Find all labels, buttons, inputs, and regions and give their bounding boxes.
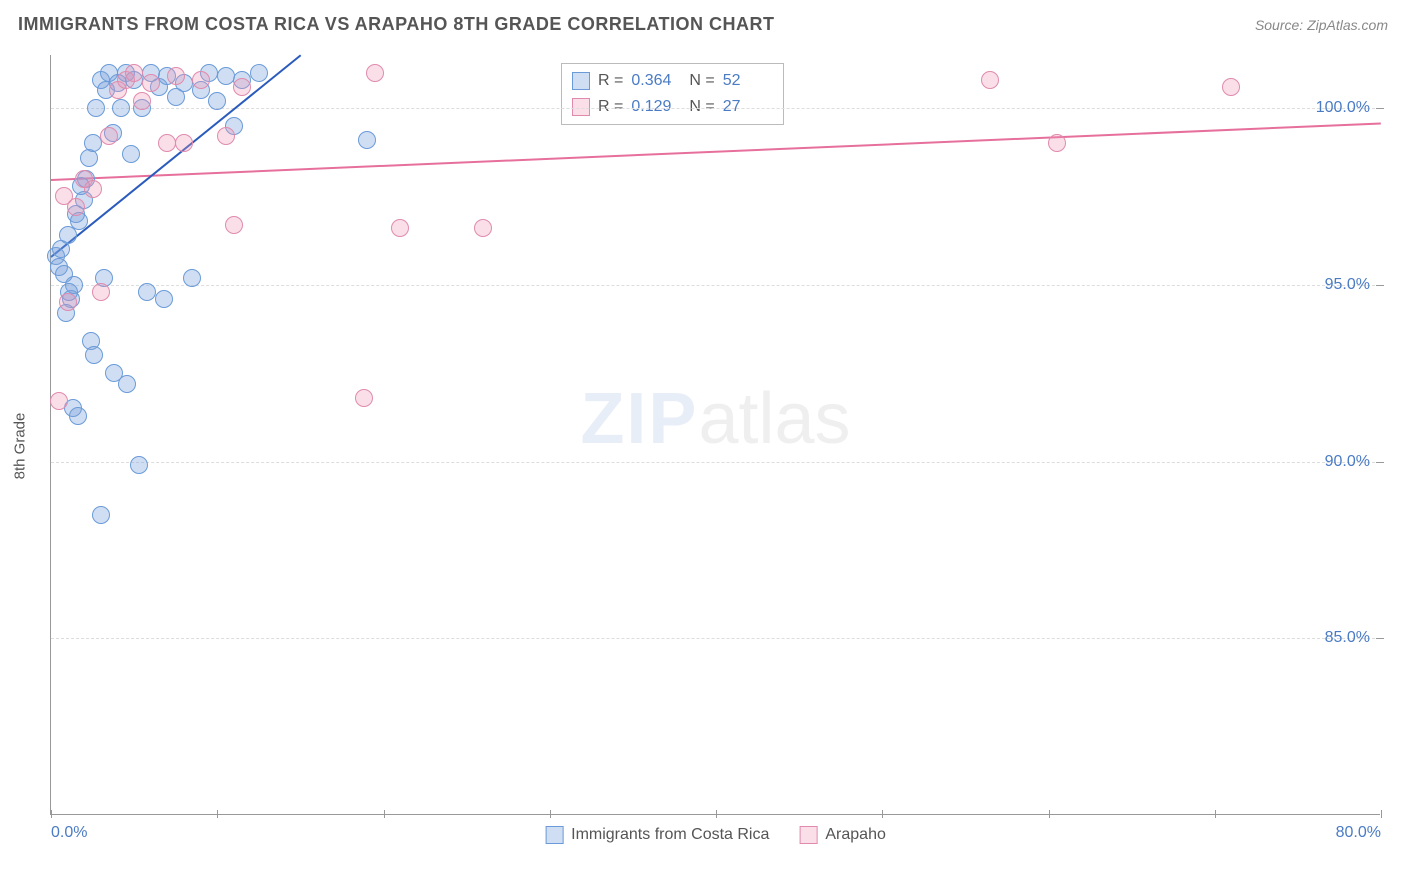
data-point bbox=[355, 389, 373, 407]
data-point bbox=[130, 456, 148, 474]
x-tick bbox=[716, 810, 717, 818]
x-tick-label: 0.0% bbox=[51, 824, 87, 842]
series2-name: Arapaho bbox=[825, 826, 886, 844]
source-label: Source: bbox=[1255, 17, 1307, 33]
gridline bbox=[51, 108, 1380, 109]
y-tick-label: 85.0% bbox=[1325, 629, 1370, 647]
data-point bbox=[50, 392, 68, 410]
x-tick bbox=[217, 810, 218, 818]
data-point bbox=[84, 180, 102, 198]
x-tick bbox=[550, 810, 551, 818]
x-tick bbox=[384, 810, 385, 818]
gridline bbox=[51, 285, 1380, 286]
series-legend: Immigrants from Costa Rica Arapaho bbox=[545, 826, 886, 844]
y-tick bbox=[1376, 638, 1384, 639]
y-tick bbox=[1376, 108, 1384, 109]
data-point bbox=[175, 134, 193, 152]
series1-name: Immigrants from Costa Rica bbox=[571, 826, 769, 844]
swatch-series1 bbox=[545, 826, 563, 844]
n-label: N = bbox=[689, 94, 714, 120]
data-point bbox=[217, 127, 235, 145]
n-value-series2: 27 bbox=[723, 94, 773, 120]
data-point bbox=[133, 92, 151, 110]
x-tick-label: 80.0% bbox=[1336, 824, 1381, 842]
data-point bbox=[474, 219, 492, 237]
r-label: R = bbox=[598, 94, 623, 120]
watermark-zip: ZIP bbox=[580, 379, 698, 459]
trend-line bbox=[51, 122, 1381, 181]
y-axis-title: 8th Grade bbox=[12, 413, 29, 480]
data-point bbox=[208, 92, 226, 110]
r-value-series2: 0.129 bbox=[631, 94, 681, 120]
r-label: R = bbox=[598, 68, 623, 94]
y-tick bbox=[1376, 462, 1384, 463]
source-attribution: Source: ZipAtlas.com bbox=[1255, 17, 1388, 33]
gridline bbox=[51, 462, 1380, 463]
data-point bbox=[112, 99, 130, 117]
n-value-series1: 52 bbox=[723, 68, 773, 94]
data-point bbox=[217, 67, 235, 85]
data-point bbox=[84, 134, 102, 152]
data-point bbox=[225, 216, 243, 234]
y-tick-label: 95.0% bbox=[1325, 276, 1370, 294]
watermark: ZIPatlas bbox=[580, 378, 850, 460]
data-point bbox=[85, 346, 103, 364]
data-point bbox=[59, 293, 77, 311]
r-value-series1: 0.364 bbox=[631, 68, 681, 94]
data-point bbox=[167, 67, 185, 85]
watermark-atlas: atlas bbox=[698, 379, 850, 459]
y-tick bbox=[1376, 285, 1384, 286]
data-point bbox=[118, 375, 136, 393]
data-point bbox=[122, 145, 140, 163]
data-point bbox=[1222, 78, 1240, 96]
data-point bbox=[55, 187, 73, 205]
gridline bbox=[51, 638, 1380, 639]
x-tick bbox=[1381, 810, 1382, 818]
data-point bbox=[391, 219, 409, 237]
data-point bbox=[155, 290, 173, 308]
y-tick-label: 90.0% bbox=[1325, 453, 1370, 471]
data-point bbox=[358, 131, 376, 149]
data-point bbox=[142, 74, 160, 92]
data-point bbox=[183, 269, 201, 287]
data-point bbox=[233, 78, 251, 96]
data-point bbox=[125, 64, 143, 82]
data-point bbox=[1048, 134, 1066, 152]
data-point bbox=[92, 506, 110, 524]
legend-row-series1: R = 0.364 N = 52 bbox=[572, 68, 773, 94]
correlation-legend: R = 0.364 N = 52 R = 0.129 N = 27 bbox=[561, 63, 784, 125]
x-tick bbox=[1049, 810, 1050, 818]
x-tick bbox=[1215, 810, 1216, 818]
data-point bbox=[192, 71, 210, 89]
swatch-series2 bbox=[572, 98, 590, 116]
x-tick bbox=[51, 810, 52, 818]
data-point bbox=[100, 127, 118, 145]
data-point bbox=[366, 64, 384, 82]
data-point bbox=[981, 71, 999, 89]
data-point bbox=[158, 134, 176, 152]
n-label: N = bbox=[689, 68, 714, 94]
swatch-series1 bbox=[572, 72, 590, 90]
data-point bbox=[92, 283, 110, 301]
data-point bbox=[250, 64, 268, 82]
chart-title: IMMIGRANTS FROM COSTA RICA VS ARAPAHO 8T… bbox=[18, 14, 774, 35]
data-point bbox=[87, 99, 105, 117]
x-tick bbox=[882, 810, 883, 818]
data-point bbox=[138, 283, 156, 301]
legend-row-series2: R = 0.129 N = 27 bbox=[572, 94, 773, 120]
legend-item-series2: Arapaho bbox=[799, 826, 886, 844]
scatter-plot-area: ZIPatlas R = 0.364 N = 52 R = 0.129 N = … bbox=[50, 55, 1380, 815]
y-tick-label: 100.0% bbox=[1316, 99, 1370, 117]
swatch-series2 bbox=[799, 826, 817, 844]
legend-item-series1: Immigrants from Costa Rica bbox=[545, 826, 769, 844]
data-point bbox=[69, 407, 87, 425]
source-value: ZipAtlas.com bbox=[1307, 17, 1388, 33]
